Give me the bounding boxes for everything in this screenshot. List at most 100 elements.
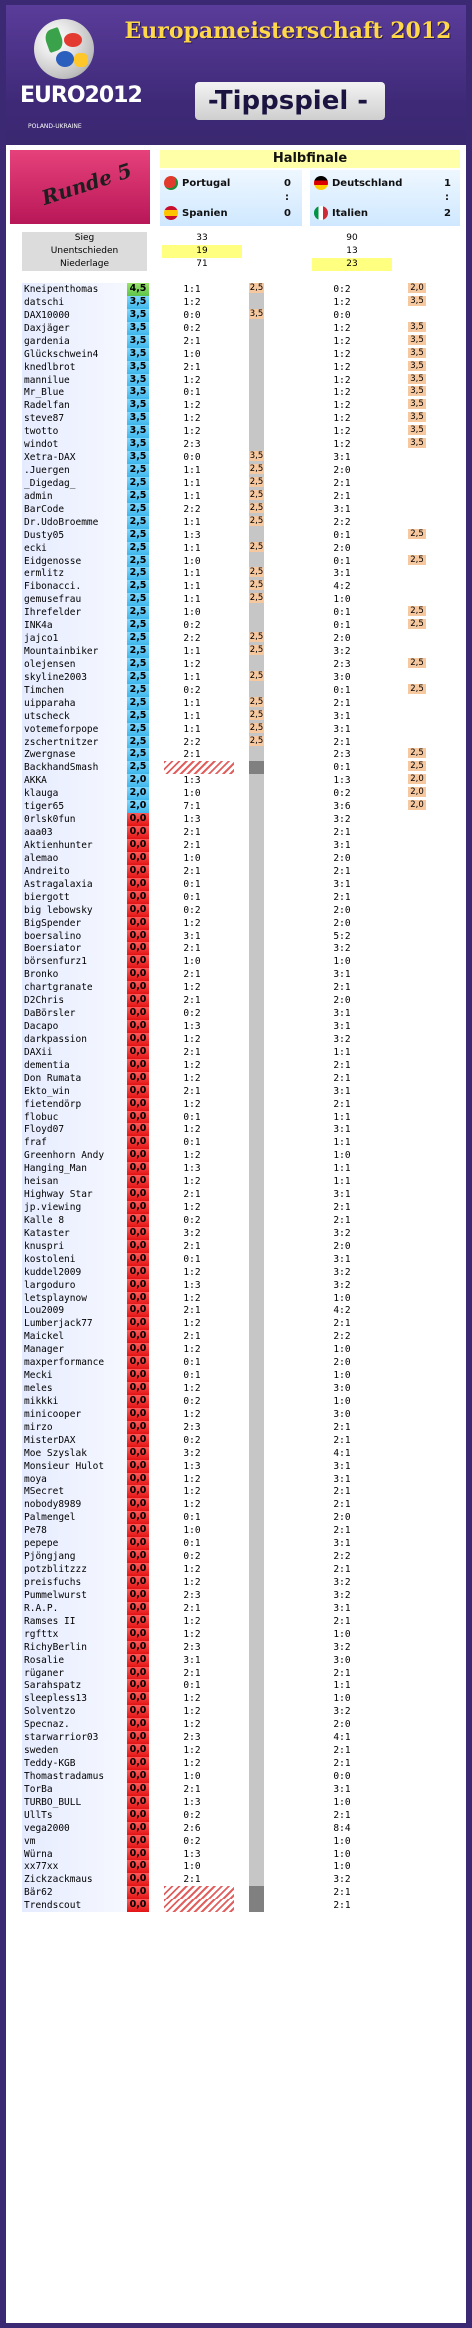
player-name[interactable]: rüganer: [22, 1666, 127, 1680]
player-name[interactable]: zschertnitzer: [22, 735, 127, 749]
player-name[interactable]: Dr.UdoBroemme: [22, 515, 127, 529]
player-name[interactable]: Solventzo: [22, 1705, 127, 1719]
player-name[interactable]: knedlbrot: [22, 360, 127, 374]
player-name[interactable]: Boersiator: [22, 942, 127, 956]
player-name[interactable]: Bronko: [22, 968, 127, 982]
player-name[interactable]: ermlitz: [22, 567, 127, 581]
player-name[interactable]: Fibonacci.: [22, 580, 127, 594]
player-name[interactable]: maxperformance: [22, 1356, 127, 1370]
player-name[interactable]: biergott: [22, 890, 127, 904]
player-name[interactable]: Pe78: [22, 1524, 127, 1538]
player-name[interactable]: Maickel: [22, 1330, 127, 1344]
player-name[interactable]: twotto: [22, 425, 127, 439]
player-name[interactable]: gardenia: [22, 334, 127, 348]
player-name[interactable]: Thomastradamus: [22, 1769, 127, 1783]
player-name[interactable]: Xetra-DAX: [22, 451, 127, 465]
player-name[interactable]: Timchen: [22, 683, 127, 697]
player-name[interactable]: INK4a: [22, 619, 127, 633]
player-name[interactable]: Zickzackmaus: [22, 1873, 127, 1887]
player-name[interactable]: Aktienhunter: [22, 838, 127, 852]
player-name[interactable]: flobuc: [22, 1110, 127, 1124]
player-name[interactable]: BarCode: [22, 502, 127, 516]
player-name[interactable]: kostoleni: [22, 1252, 127, 1266]
player-name[interactable]: preisfuchs: [22, 1576, 127, 1589]
player-name[interactable]: Astragalaxia: [22, 877, 127, 891]
player-name[interactable]: Bär62: [22, 1886, 127, 1900]
player-name[interactable]: DAXii: [22, 1045, 127, 1059]
player-name[interactable]: AKKA: [22, 774, 127, 788]
player-name[interactable]: Ihrefelder: [22, 606, 127, 620]
player-name[interactable]: steve87: [22, 412, 127, 426]
player-name[interactable]: Lumberjack77: [22, 1317, 127, 1331]
player-name[interactable]: mannilue: [22, 373, 127, 387]
player-name[interactable]: nobody8989: [22, 1498, 127, 1512]
player-name[interactable]: potzblitzzz: [22, 1563, 127, 1577]
player-name[interactable]: votemeforpope: [22, 722, 127, 736]
player-name[interactable]: utscheck: [22, 709, 127, 723]
player-name[interactable]: dementia: [22, 1058, 127, 1072]
player-name[interactable]: Highway Star: [22, 1188, 127, 1202]
player-name[interactable]: sweden: [22, 1744, 127, 1758]
player-name[interactable]: vm: [22, 1834, 127, 1848]
player-name[interactable]: jp.viewing: [22, 1201, 127, 1215]
player-name[interactable]: meles: [22, 1382, 127, 1396]
player-name[interactable]: aaa03: [22, 826, 127, 840]
player-name[interactable]: heisan: [22, 1175, 127, 1189]
player-name[interactable]: UllTs: [22, 1808, 127, 1822]
player-name[interactable]: Kataster: [22, 1226, 127, 1240]
player-name[interactable]: Hanging_Man: [22, 1162, 127, 1176]
player-name[interactable]: TURBO_BULL: [22, 1795, 127, 1809]
player-name[interactable]: 0rlsk0fun: [22, 813, 127, 827]
player-name[interactable]: BackhandSmash: [22, 761, 127, 775]
player-name[interactable]: MisterDAX: [22, 1433, 127, 1447]
player-name[interactable]: börsenfurz1: [22, 955, 127, 969]
player-name[interactable]: MSecret: [22, 1485, 127, 1499]
player-name[interactable]: Pummelwurst: [22, 1588, 127, 1602]
player-name[interactable]: R.A.P.: [22, 1601, 127, 1615]
player-name[interactable]: Dusty05: [22, 528, 127, 542]
player-name[interactable]: letsplaynow: [22, 1291, 127, 1305]
player-name[interactable]: chartgranate: [22, 981, 127, 995]
player-name[interactable]: Andreito: [22, 864, 127, 878]
player-name[interactable]: klauga: [22, 787, 127, 801]
player-name[interactable]: Rosalie: [22, 1653, 127, 1667]
player-name[interactable]: Kalle 8: [22, 1213, 127, 1227]
player-name[interactable]: Trendscout: [22, 1899, 127, 1913]
player-name[interactable]: starwarrior03: [22, 1731, 127, 1745]
player-name[interactable]: Palmengel: [22, 1511, 127, 1525]
player-name[interactable]: Eidgenosse: [22, 554, 127, 568]
player-name[interactable]: Don Rumata: [22, 1071, 127, 1085]
player-name[interactable]: mirzo: [22, 1420, 127, 1434]
player-name[interactable]: skyline2003: [22, 670, 127, 684]
player-name[interactable]: Teddy-KGB: [22, 1757, 127, 1771]
player-name[interactable]: admin: [22, 489, 127, 503]
player-name[interactable]: rgfttx: [22, 1627, 127, 1641]
player-name[interactable]: DAX10000: [22, 308, 127, 322]
player-name[interactable]: xx77xx: [22, 1860, 127, 1874]
player-name[interactable]: .Juergen: [22, 464, 127, 478]
player-name[interactable]: Ramses II: [22, 1614, 127, 1628]
player-name[interactable]: DaBörsler: [22, 1007, 127, 1021]
player-name[interactable]: Sarahspatz: [22, 1679, 127, 1693]
player-name[interactable]: Monsieur Hulot: [22, 1459, 127, 1473]
player-name[interactable]: Pjöngjang: [22, 1550, 127, 1564]
player-name[interactable]: Daxjäger: [22, 321, 127, 335]
player-name[interactable]: sleepless13: [22, 1692, 127, 1706]
player-name[interactable]: big lebowsky: [22, 903, 127, 917]
player-name[interactable]: D2Chris: [22, 994, 127, 1008]
player-name[interactable]: Lou2009: [22, 1304, 127, 1318]
player-name[interactable]: alemao: [22, 851, 127, 865]
player-name[interactable]: knuspri: [22, 1239, 127, 1253]
player-name[interactable]: gemusefrau: [22, 593, 127, 607]
player-name[interactable]: Zwergnase: [22, 748, 127, 762]
player-name[interactable]: RichyBerlin: [22, 1640, 127, 1654]
player-name[interactable]: Dacapo: [22, 1020, 127, 1033]
player-name[interactable]: Kneipenthomas: [22, 283, 127, 296]
player-name[interactable]: jajco1: [22, 632, 127, 646]
player-name[interactable]: Radelfan: [22, 399, 127, 413]
player-name[interactable]: Ekto_win: [22, 1084, 127, 1098]
player-name[interactable]: TorBa: [22, 1782, 127, 1796]
player-name[interactable]: pepepe: [22, 1537, 127, 1551]
player-name[interactable]: minicooper: [22, 1407, 127, 1421]
player-name[interactable]: Manager: [22, 1343, 127, 1357]
